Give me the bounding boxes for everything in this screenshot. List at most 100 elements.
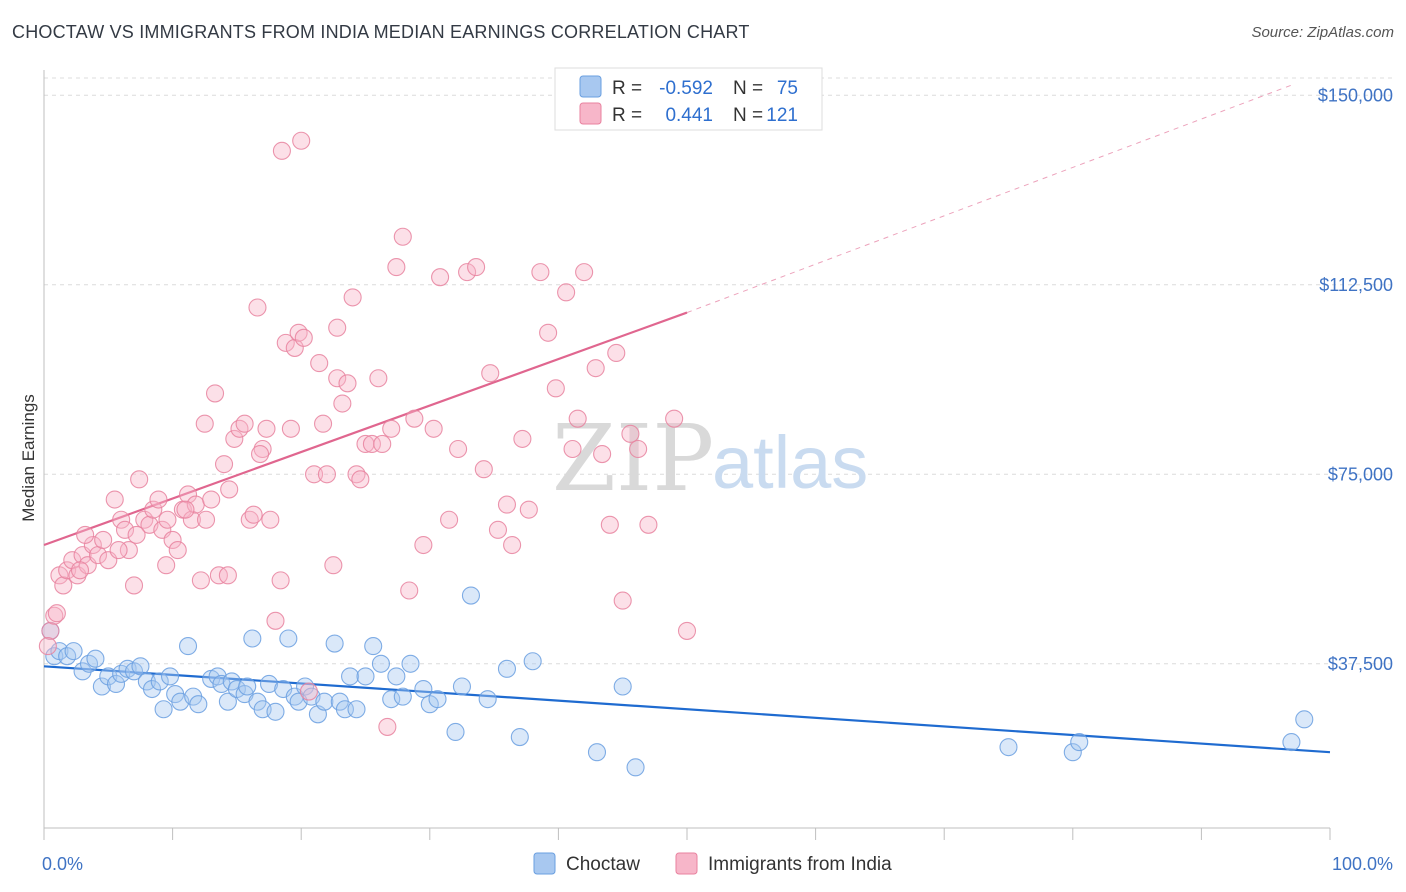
point-1-57 (314, 414, 333, 433)
point-1-16 (119, 541, 138, 560)
point-1-104 (639, 515, 658, 534)
point-0-39 (279, 629, 298, 648)
point-1-37 (220, 480, 239, 499)
point-0-8 (92, 677, 111, 696)
point-0-36 (259, 674, 279, 694)
point-1-45 (257, 419, 276, 438)
point-1-84 (481, 364, 500, 383)
point-0-5 (73, 662, 92, 681)
y-axis-title: Median Earnings (19, 394, 38, 522)
point-0-72 (1063, 743, 1082, 762)
x-tick-label-max: 100.0% (1332, 854, 1393, 874)
point-1-109 (328, 318, 347, 337)
point-1-113 (76, 525, 95, 544)
stats-r-label-india: R = (612, 105, 642, 126)
point-1-62 (338, 374, 357, 393)
point-1-118 (70, 561, 90, 580)
point-0-58 (414, 679, 433, 699)
point-1-119 (47, 604, 66, 623)
point-0-16 (142, 679, 162, 699)
point-1-87 (503, 535, 522, 555)
point-1-34 (205, 384, 225, 403)
stats-n-label-choctaw: N = (733, 78, 763, 99)
point-1-3 (54, 576, 73, 595)
point-1-52 (289, 323, 308, 342)
point-1-98 (593, 445, 612, 464)
point-0-66 (510, 727, 529, 747)
point-1-24 (158, 510, 177, 529)
point-1-107 (272, 141, 291, 160)
legend-swatch-choctaw (533, 852, 556, 875)
point-1-67 (362, 434, 381, 453)
point-0-75 (1295, 710, 1314, 729)
point-1-26 (168, 541, 187, 560)
point-1-93 (557, 283, 576, 302)
point-1-85 (488, 520, 508, 539)
point-0-24 (189, 695, 208, 714)
stats-r-value-choctaw: -0.592 (659, 78, 713, 99)
point-1-63 (343, 288, 362, 307)
point-0-67 (523, 652, 542, 671)
point-0-4 (64, 642, 83, 661)
point-1-73 (393, 227, 412, 246)
point-1-65 (351, 470, 370, 489)
point-1-48 (271, 571, 290, 590)
stats-r-value-india: 0.441 (665, 105, 713, 126)
point-0-57 (401, 654, 420, 673)
point-0-54 (382, 690, 401, 709)
y-tick-label-2: $112,500 (1319, 275, 1393, 295)
stats-swatch-india (579, 102, 602, 125)
legend-label-choctaw: Choctaw (566, 854, 640, 875)
point-0-51 (356, 667, 375, 686)
point-0-50 (347, 700, 366, 719)
point-0-22 (178, 637, 198, 656)
point-0-56 (393, 687, 412, 706)
point-0-62 (452, 677, 472, 696)
point-1-83 (474, 460, 493, 479)
trend-extension-1 (686, 84, 1292, 314)
point-1-14 (112, 510, 131, 529)
axes (43, 70, 1331, 840)
point-1-1 (45, 606, 64, 625)
stats-n-value-choctaw: 75 (777, 78, 798, 99)
stats-legend: R = -0.592 N = 75 R = 0.441 N = 121 (554, 67, 823, 131)
point-0-53 (371, 654, 390, 673)
point-1-92 (546, 379, 565, 398)
stats-n-label-india: N = (733, 105, 763, 126)
point-1-40 (235, 414, 254, 433)
y-tick-label-3: $150,000 (1318, 85, 1393, 105)
point-0-70 (626, 758, 645, 777)
point-1-95 (568, 409, 587, 428)
point-1-61 (333, 394, 352, 413)
point-1-106 (677, 621, 697, 640)
point-1-75 (405, 409, 424, 428)
point-1-44 (253, 439, 272, 459)
point-1-60 (328, 369, 347, 388)
point-1-32 (196, 510, 216, 529)
point-1-4 (58, 561, 77, 580)
point-1-115 (250, 445, 270, 464)
point-0-73 (1070, 733, 1089, 752)
trend-lines (43, 84, 1331, 754)
point-0-19 (160, 667, 180, 686)
point-1-111 (157, 556, 176, 575)
point-1-96 (575, 263, 594, 282)
point-1-47 (266, 611, 285, 630)
point-0-14 (131, 657, 150, 676)
point-0-37 (266, 702, 285, 721)
watermark: ZIP atlas (552, 405, 868, 512)
watermark-atlas: atlas (712, 421, 868, 504)
point-1-55 (305, 465, 324, 484)
point-1-25 (163, 530, 182, 550)
series-legend: Choctaw Immigrants from India (533, 852, 892, 875)
point-1-19 (135, 510, 154, 529)
point-0-74 (1282, 733, 1301, 752)
point-1-116 (176, 500, 195, 519)
point-0-28 (218, 692, 237, 711)
data-points (38, 131, 1314, 777)
point-1-91 (539, 323, 558, 342)
point-1-38 (225, 429, 244, 448)
point-1-94 (563, 439, 582, 459)
point-1-51 (285, 338, 304, 357)
point-1-53 (294, 328, 313, 347)
